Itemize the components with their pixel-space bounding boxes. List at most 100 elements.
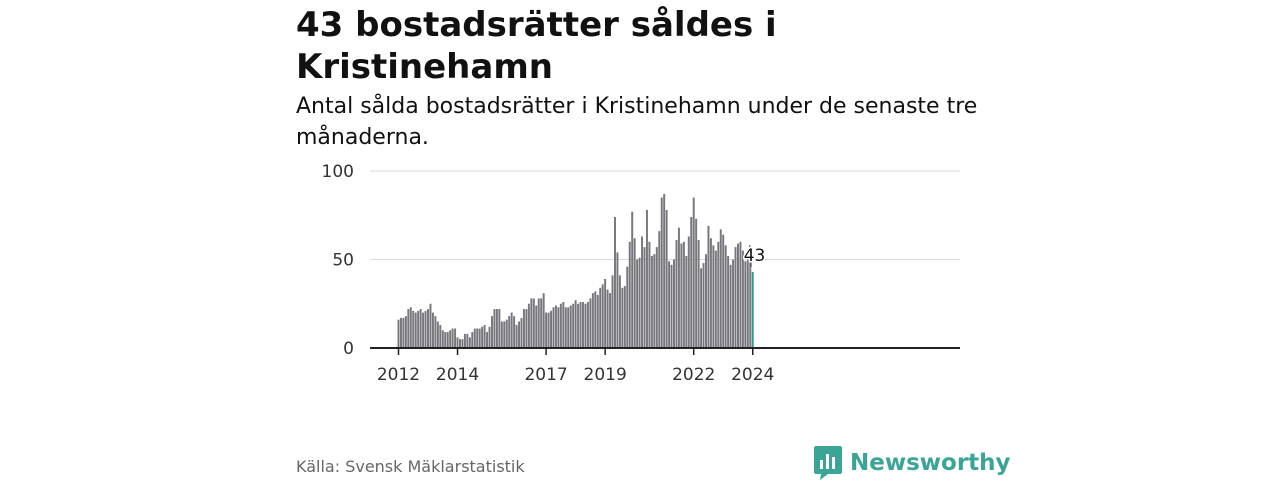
bar	[722, 234, 725, 348]
bar	[628, 241, 631, 348]
bar	[692, 197, 695, 348]
bar	[660, 197, 663, 348]
bar	[527, 303, 530, 348]
bar	[554, 305, 557, 348]
bar	[658, 231, 661, 348]
bar	[542, 293, 545, 348]
bar	[569, 305, 572, 348]
bar	[508, 316, 511, 348]
bar	[436, 321, 439, 348]
bar	[645, 209, 648, 348]
bar	[648, 241, 651, 348]
bar	[505, 319, 508, 348]
newsworthy-logo: Newsworthy	[814, 446, 1011, 480]
bar	[714, 250, 717, 348]
bar	[510, 312, 513, 348]
bar	[741, 250, 744, 348]
bar	[665, 209, 668, 348]
bar	[596, 294, 599, 348]
bar	[562, 301, 565, 348]
bar	[623, 286, 626, 348]
bar	[424, 310, 427, 348]
bar	[481, 326, 484, 348]
bar	[557, 307, 560, 348]
bar	[611, 275, 614, 348]
x-tick-label: 2012	[377, 365, 420, 385]
bar	[397, 319, 400, 348]
bar	[537, 298, 540, 348]
bar	[574, 300, 577, 348]
bar	[402, 317, 405, 348]
bar	[609, 293, 612, 348]
bar	[466, 333, 469, 348]
x-tick-label: 2022	[672, 365, 715, 385]
bar	[491, 316, 493, 348]
bar	[734, 247, 737, 348]
bar	[695, 218, 698, 348]
bar	[483, 324, 486, 348]
bar	[591, 293, 594, 348]
bar	[478, 328, 481, 348]
bar	[498, 309, 501, 348]
bar	[451, 328, 454, 348]
bar	[719, 229, 722, 348]
bar	[456, 337, 459, 348]
bar	[712, 245, 715, 348]
bar	[579, 301, 582, 348]
bar	[530, 298, 533, 348]
bar	[463, 333, 466, 348]
bar	[582, 301, 584, 348]
bar	[675, 240, 678, 348]
bar	[682, 241, 685, 348]
bar	[454, 328, 457, 348]
bar	[702, 263, 705, 348]
brand-name: Newsworthy	[850, 450, 1011, 476]
bar	[586, 301, 589, 348]
bar	[643, 247, 646, 348]
bar	[552, 307, 555, 348]
latest-value-label: 43	[744, 246, 766, 266]
bar	[670, 264, 673, 348]
bar	[653, 254, 656, 348]
bar	[641, 236, 644, 348]
page-title: 43 bostadsrätter såldes i Kristinehamn	[296, 5, 777, 87]
bar	[655, 247, 658, 348]
bar	[705, 254, 707, 348]
bar	[503, 321, 506, 348]
bar	[520, 317, 523, 348]
bar	[473, 328, 476, 348]
bar	[500, 321, 503, 348]
y-tick-label: 50	[332, 251, 354, 271]
bar	[439, 324, 442, 348]
bar	[429, 303, 432, 348]
bar	[687, 236, 690, 348]
bar	[417, 310, 420, 348]
bar	[488, 326, 491, 348]
bar	[739, 241, 742, 348]
bar	[650, 255, 653, 348]
bar	[414, 312, 417, 348]
bar	[746, 259, 749, 348]
bar	[673, 259, 675, 348]
bar	[412, 310, 415, 348]
bar	[518, 321, 521, 348]
bar	[513, 316, 516, 348]
bar	[471, 332, 474, 348]
bar	[633, 238, 636, 348]
bar	[707, 225, 710, 348]
bar	[493, 309, 496, 348]
bar-chart: 0 50 100 2012 2014 2017 2019 2022 2024 43	[322, 162, 960, 385]
bar	[668, 261, 671, 348]
bar	[532, 298, 535, 348]
bar	[621, 287, 624, 348]
bar	[724, 245, 727, 348]
bar	[697, 240, 700, 348]
bar	[431, 312, 434, 348]
bar	[729, 264, 732, 348]
bar	[589, 298, 592, 348]
bar	[399, 317, 402, 348]
bar	[636, 259, 639, 348]
bar	[614, 217, 616, 348]
bar	[409, 307, 412, 348]
bar	[732, 259, 735, 348]
